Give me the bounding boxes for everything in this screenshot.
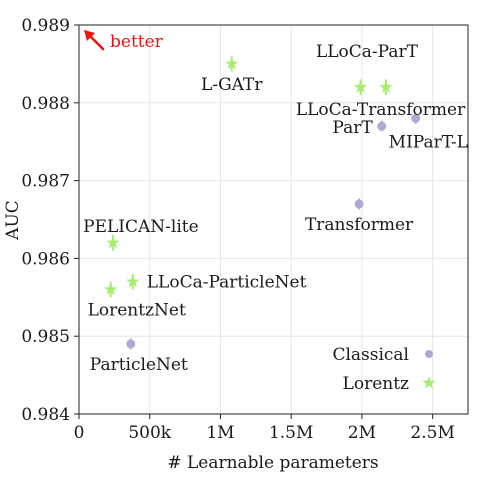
point-lorentznet bbox=[104, 282, 118, 296]
x-tick-label: 1M bbox=[206, 423, 234, 443]
x-tick-label: 500k bbox=[128, 423, 171, 443]
data-points bbox=[104, 56, 421, 350]
label-lloca-part: LLoCa-ParT bbox=[316, 42, 419, 62]
label-lloca-particlenet: LLoCa-ParticleNet bbox=[147, 273, 307, 293]
x-tick-label: 1.5M bbox=[269, 423, 313, 443]
x-tick-label: 2.5M bbox=[410, 423, 454, 443]
x-axis-ticks: 0 500k 1M 1.5M 2M 2.5M bbox=[74, 414, 455, 443]
label-part: ParT bbox=[332, 118, 373, 138]
point-part bbox=[377, 121, 387, 131]
y-axis-label: AUC bbox=[3, 200, 23, 241]
point-pelican-lite bbox=[106, 235, 120, 249]
y-tick-label: 0.985 bbox=[21, 327, 70, 347]
plot-frame bbox=[78, 24, 469, 415]
x-tick-label: 2M bbox=[348, 423, 376, 443]
point-labels: Transformer ParT MIParT-L ParticleNet L-GATr… bbox=[83, 42, 468, 375]
point-lloca-transformer bbox=[353, 80, 368, 93]
legend-marker-lorentz bbox=[422, 376, 436, 389]
point-lloca-part bbox=[379, 80, 393, 93]
y-axis-ticks: 0.984 0.985 0.986 0.987 0.988 0.989 bbox=[21, 16, 79, 425]
label-l-gatr: L-GATr bbox=[201, 75, 263, 95]
label-transformer: Transformer bbox=[305, 215, 414, 235]
legend: Classical Lorentz bbox=[332, 345, 436, 394]
legend-label-lorentz: Lorentz bbox=[343, 374, 409, 394]
better-annotation: better bbox=[84, 30, 164, 52]
label-lloca-transformer: LLoCa-Transformer bbox=[296, 100, 466, 120]
x-tick-label: 0 bbox=[74, 423, 85, 443]
y-tick-label: 0.988 bbox=[21, 94, 70, 114]
label-lorentznet: LorentzNet bbox=[88, 301, 186, 321]
legend-marker-classical bbox=[425, 350, 433, 358]
label-particlenet: ParticleNet bbox=[90, 355, 188, 375]
better-arrow-shaft bbox=[87, 33, 105, 51]
x-axis-label: # Learnable parameters bbox=[167, 453, 378, 473]
label-pelican-lite: PELICAN-lite bbox=[83, 217, 199, 237]
point-transformer bbox=[354, 199, 364, 209]
point-lloca-particlenet bbox=[126, 274, 140, 288]
point-l-gatr bbox=[225, 56, 239, 70]
y-tick-label: 0.989 bbox=[21, 16, 70, 36]
point-mipart-l bbox=[411, 113, 421, 123]
point-particlenet bbox=[126, 339, 136, 349]
better-label: better bbox=[110, 32, 164, 52]
legend-label-classical: Classical bbox=[332, 345, 409, 365]
better-arrow-head bbox=[84, 30, 95, 41]
y-tick-label: 0.984 bbox=[21, 405, 70, 425]
label-mipart-l: MIParT-L bbox=[389, 132, 468, 152]
y-tick-label: 0.987 bbox=[21, 172, 70, 192]
y-tick-label: 0.986 bbox=[21, 249, 70, 269]
